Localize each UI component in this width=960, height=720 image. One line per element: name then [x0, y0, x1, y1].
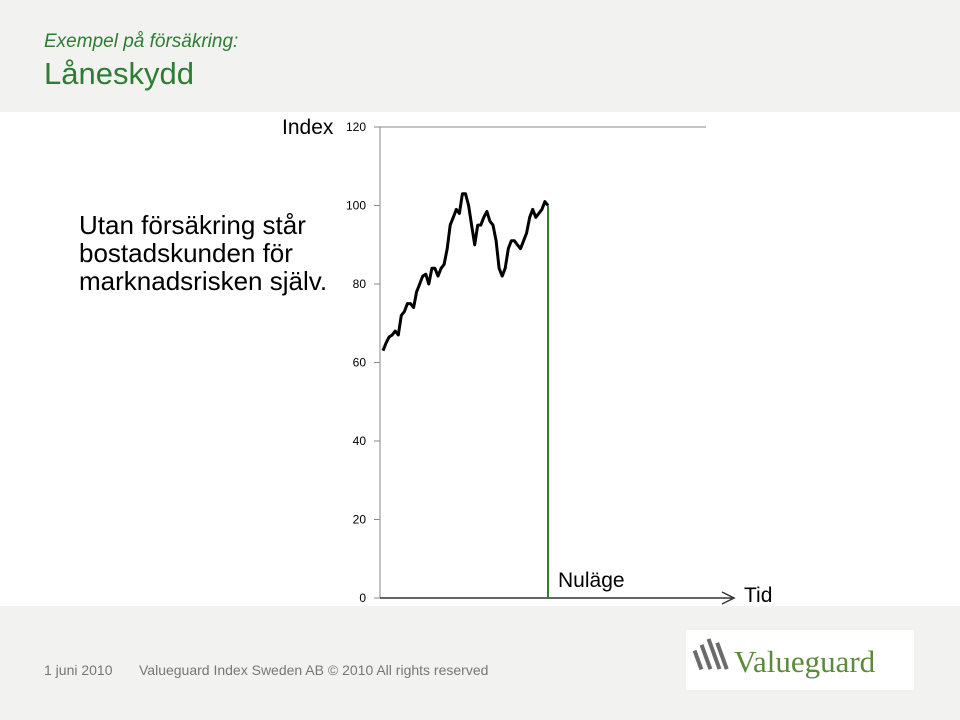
logo-mark-icon	[692, 638, 729, 671]
slide-subtitle: Exempel på försäkring:	[44, 31, 239, 52]
index-series-line	[381, 192, 550, 352]
y-axis-label: Index	[282, 116, 334, 139]
valueguard-logo: Valueguard	[686, 630, 914, 690]
y-tick-label: 0	[359, 591, 366, 605]
header-band	[0, 0, 960, 112]
y-tick-label: 40	[353, 434, 367, 448]
y-tick-label: 100	[346, 199, 366, 213]
y-tick-label: 120	[346, 120, 366, 134]
logo-text: Valueguard	[734, 644, 876, 679]
y-axis: 0 20 40 60 80 100 120	[346, 120, 736, 605]
x-axis-label: Tid	[744, 584, 772, 607]
y-tick-label: 20	[353, 513, 367, 527]
footer-date: 1 juni 2010	[44, 662, 113, 678]
x-axis-arrowhead	[721, 591, 736, 605]
footer-copyright: Valueguard Index Sweden AB © 2010 All ri…	[139, 662, 489, 678]
y-tick-label: 80	[353, 277, 367, 291]
body-text: Utan försäkring står bostadskunden för m…	[79, 210, 328, 296]
slide-title: Låneskydd	[44, 56, 194, 91]
y-tick-label: 60	[353, 356, 367, 370]
marker-label: Nuläge	[558, 569, 625, 592]
series-group	[381, 192, 550, 598]
